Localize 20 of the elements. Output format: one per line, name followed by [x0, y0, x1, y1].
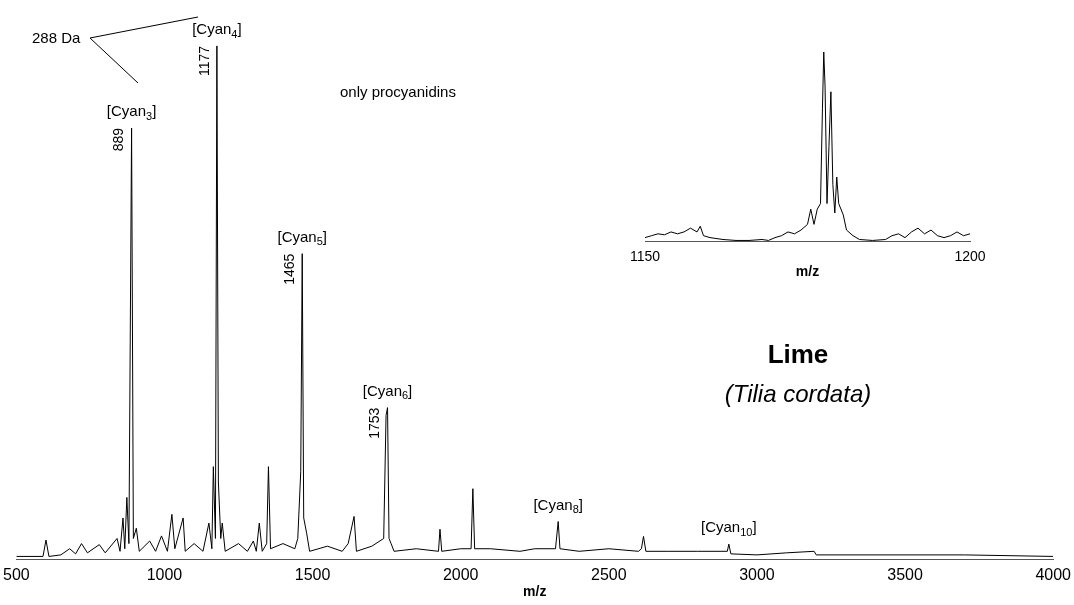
x-tick-label: 500 [3, 566, 30, 584]
annotation: 1177 [195, 45, 212, 77]
x-axis-title: m/z [523, 583, 547, 600]
x-tick-label: 3000 [739, 566, 775, 584]
x-tick-label: 2500 [591, 566, 627, 584]
x-tick-label: 2000 [442, 566, 479, 584]
text: (Tilia cordata) [724, 380, 872, 408]
x-tick-label: 1500 [294, 566, 331, 584]
annotation: 1465 [281, 253, 298, 285]
x-tick-label: 3500 [887, 566, 923, 584]
annotation: 889 [110, 127, 127, 152]
x-tick-label: 4000 [1035, 566, 1072, 584]
x-axis-title: m/z [795, 263, 820, 280]
x-tick-label: 1000 [146, 566, 183, 584]
annotation: only procyanidins [340, 83, 456, 100]
x-tick-label: 1150 [629, 247, 661, 264]
annotation: 288 Da [32, 29, 82, 46]
x-tick-label: 1200 [954, 247, 986, 264]
annotation: 1753 [366, 407, 383, 439]
text: Lime [767, 339, 829, 369]
